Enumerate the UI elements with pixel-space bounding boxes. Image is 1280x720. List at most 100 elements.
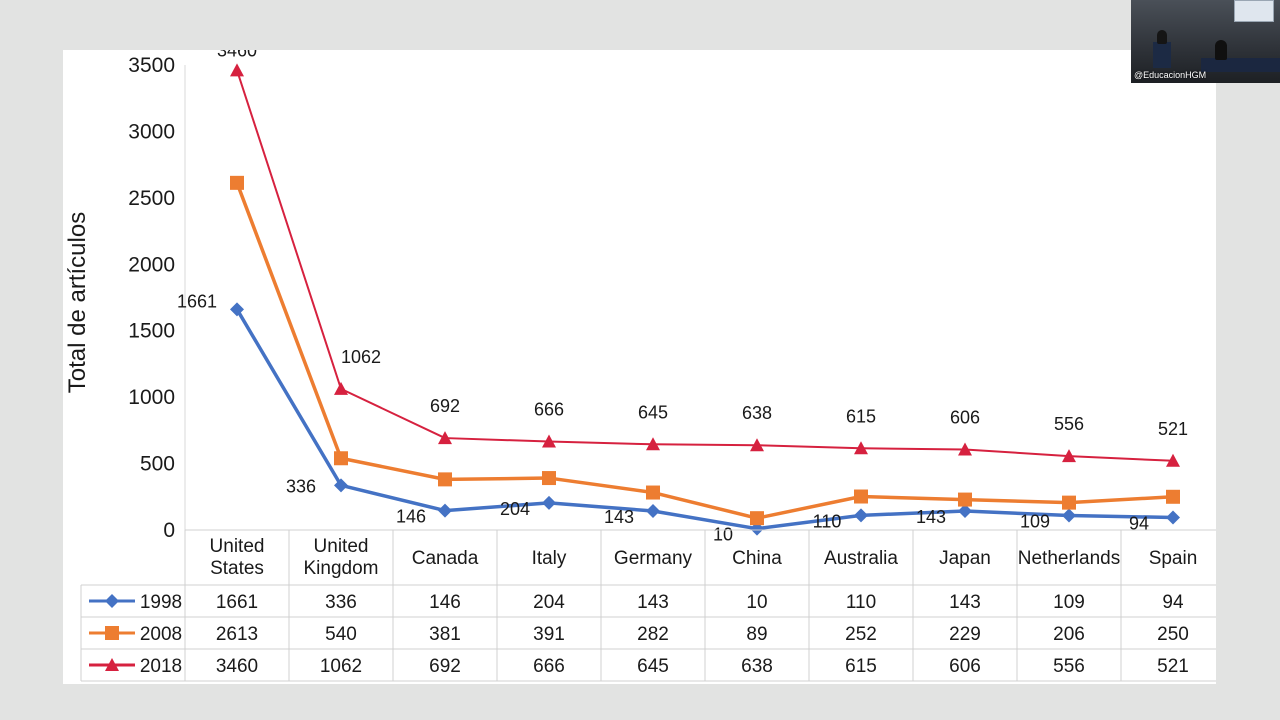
data-point xyxy=(438,503,452,518)
table-cell-value: 3460 xyxy=(216,656,258,677)
series-line xyxy=(235,182,1174,520)
data-label: 204 xyxy=(500,499,530,519)
data-point xyxy=(105,626,119,640)
data-point xyxy=(542,495,556,510)
table-cell-value: 252 xyxy=(845,624,877,645)
table-cell-value: 89 xyxy=(746,624,767,645)
data-point xyxy=(230,175,244,190)
data-point xyxy=(646,504,660,519)
data-label: 94 xyxy=(1129,514,1149,534)
data-label: 606 xyxy=(950,407,980,427)
table-cell-value: 204 xyxy=(533,592,565,613)
y-tick-label: 3500 xyxy=(128,54,175,77)
data-point xyxy=(750,438,764,452)
podium xyxy=(1153,42,1171,68)
speaker-figure xyxy=(1157,30,1167,44)
table-cell-value: 1661 xyxy=(216,592,258,613)
table-cell-value: 282 xyxy=(637,624,669,645)
category-label: Italy xyxy=(532,548,567,569)
legend-label: 1998 xyxy=(140,592,182,613)
category-label: Germany xyxy=(614,548,693,569)
data-label: 10 xyxy=(713,525,733,545)
data-point xyxy=(105,658,119,671)
data-point xyxy=(438,431,452,445)
panel-figure xyxy=(1215,40,1227,60)
data-point xyxy=(958,492,972,507)
data-label: 109 xyxy=(1020,512,1050,532)
table-cell-value: 1062 xyxy=(320,656,362,677)
table-cell-value: 110 xyxy=(846,592,876,613)
data-label: 1062 xyxy=(341,347,381,367)
chart-series xyxy=(230,63,1180,536)
category-label: China xyxy=(732,548,782,569)
table-cell-value: 391 xyxy=(533,624,565,645)
table-cell-value: 521 xyxy=(1157,656,1189,677)
table-cell-value: 638 xyxy=(741,656,773,677)
category-label: Canada xyxy=(412,548,479,569)
projector-screen xyxy=(1234,0,1274,22)
data-point xyxy=(646,485,660,500)
data-point xyxy=(1062,508,1076,523)
category-label: Australia xyxy=(824,548,898,569)
category-label: Netherlands xyxy=(1018,548,1120,569)
y-tick-label: 500 xyxy=(140,453,175,476)
data-label: 645 xyxy=(638,402,668,422)
data-point xyxy=(1166,510,1180,525)
table-cell-value: 615 xyxy=(845,656,877,677)
y-tick-label: 2000 xyxy=(128,253,175,276)
webcam-handle: @EducacionHGM xyxy=(1134,70,1207,80)
table-cell-value: 381 xyxy=(429,624,461,645)
data-point xyxy=(1062,495,1076,510)
data-label: 146 xyxy=(396,507,426,527)
data-point xyxy=(854,508,868,523)
legend-label: 2008 xyxy=(140,624,182,645)
table-cell-value: 109 xyxy=(1053,592,1085,613)
table-cell-value: 692 xyxy=(429,656,461,677)
data-label: 521 xyxy=(1158,419,1188,439)
data-label: 692 xyxy=(430,396,460,416)
y-tick-label: 2500 xyxy=(128,187,175,210)
panel-desk xyxy=(1201,58,1280,72)
y-axis-title: Total de artículos xyxy=(64,212,91,393)
table-cell-value: 250 xyxy=(1157,624,1189,645)
data-point xyxy=(334,478,348,493)
data-point xyxy=(230,302,244,317)
data-label: 556 xyxy=(1054,414,1084,434)
table-cell-value: 143 xyxy=(637,592,669,613)
y-tick-label: 0 xyxy=(163,519,175,542)
category-label: United xyxy=(314,536,369,557)
category-label: United xyxy=(210,536,265,557)
data-point xyxy=(854,489,868,504)
data-point xyxy=(105,594,119,608)
category-label: States xyxy=(210,558,264,579)
data-point xyxy=(542,471,556,486)
series-line xyxy=(236,70,1174,462)
data-label: 336 xyxy=(286,476,316,496)
table-cell-value: 229 xyxy=(949,624,981,645)
y-tick-label: 3000 xyxy=(128,120,175,143)
category-label: Kingdom xyxy=(304,558,379,579)
data-label: 110 xyxy=(813,511,842,531)
data-point xyxy=(1166,489,1180,504)
data-point xyxy=(646,437,660,451)
data-point xyxy=(750,521,764,536)
data-point xyxy=(230,63,244,77)
chart-data-labels: 1661 336 146 204 143 10 110 143 109 94 3460 1062 692… xyxy=(177,50,1188,545)
data-point xyxy=(438,472,452,487)
table-cell-value: 2613 xyxy=(216,624,258,645)
y-tick-label: 1000 xyxy=(128,386,175,409)
legend-label: 2018 xyxy=(140,656,182,677)
table-cell-value: 206 xyxy=(1053,624,1085,645)
table-cell-value: 94 xyxy=(1162,592,1184,613)
data-label: 3460 xyxy=(217,50,257,60)
chart-axes: 0 500 1000 1500 2000 2500 3000 3500 Total de art… xyxy=(64,54,186,542)
table-cell-value: 666 xyxy=(533,656,565,677)
line-chart: 0 500 1000 1500 2000 2500 3000 3500 Total de art… xyxy=(64,50,1216,682)
data-label: 615 xyxy=(846,406,876,426)
data-point xyxy=(1062,449,1076,463)
data-point xyxy=(750,511,764,526)
category-label: Japan xyxy=(939,548,991,569)
data-point xyxy=(542,434,556,448)
webcam-overlay: @EducacionHGM xyxy=(1131,0,1280,83)
